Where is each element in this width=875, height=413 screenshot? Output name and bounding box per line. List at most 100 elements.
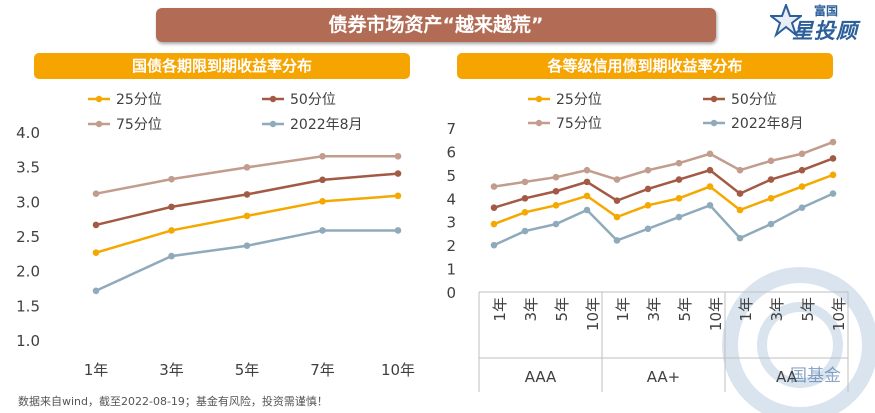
right-series-line bbox=[493, 140, 834, 188]
right-data-point bbox=[767, 157, 775, 165]
watermark bbox=[722, 267, 875, 413]
right-legend-marker bbox=[710, 95, 718, 103]
right-data-point bbox=[675, 213, 683, 221]
right-legend-label: 2022年8月 bbox=[731, 116, 804, 132]
right-xtick: 5年 bbox=[676, 297, 694, 322]
left-xtick: 7年 bbox=[310, 361, 335, 379]
right-xtick: 5年 bbox=[553, 297, 571, 322]
right-data-point bbox=[736, 234, 744, 242]
left-legend-label: 2022年8月 bbox=[290, 117, 363, 133]
right-data-point bbox=[829, 138, 837, 146]
right-data-point bbox=[798, 204, 806, 211]
left-xtick: 3年 bbox=[159, 361, 184, 379]
right-xtick: 1年 bbox=[614, 297, 632, 322]
right-data-point bbox=[736, 190, 744, 197]
left-series-line bbox=[95, 155, 398, 195]
right-data-point bbox=[583, 178, 591, 186]
left-data-point bbox=[394, 152, 402, 160]
right-xtick: 1年 bbox=[737, 297, 755, 322]
left-ytick: 3.0 bbox=[16, 193, 40, 211]
left-legend-marker bbox=[95, 95, 103, 103]
right-data-point bbox=[490, 183, 498, 190]
logo-small-text: 富国 bbox=[814, 4, 839, 18]
right-ytick: 2 bbox=[446, 237, 456, 255]
right-data-point bbox=[829, 155, 837, 162]
left-ytick: 1.5 bbox=[16, 297, 40, 315]
left-ytick: 4.0 bbox=[16, 124, 40, 142]
right-data-point bbox=[675, 159, 683, 167]
right-chart-title: 各等级信用债到期收益率分布 bbox=[457, 53, 833, 79]
right-ytick: 5 bbox=[446, 167, 456, 185]
right-data-point bbox=[613, 213, 621, 221]
right-xtick: 1年 bbox=[491, 297, 509, 322]
left-legend-label: 25分位 bbox=[116, 92, 162, 108]
left-data-point bbox=[168, 252, 175, 260]
right-data-point bbox=[613, 237, 621, 244]
right-data-point bbox=[706, 150, 714, 158]
left-data-point bbox=[319, 198, 326, 205]
right-ytick: 1 bbox=[446, 261, 456, 279]
right-chart: 7 6 5 4 3 2 1 0 1年 3年 5年 10年 AAA 1年 3年 5年 10年 AA+ 1年 3年 5年 10… bbox=[446, 92, 849, 392]
left-ytick: 2.5 bbox=[16, 228, 40, 246]
right-xtick: 5年 bbox=[799, 297, 817, 322]
right-data-point bbox=[583, 166, 591, 174]
left-data-point bbox=[394, 227, 402, 234]
right-data-point bbox=[798, 166, 806, 174]
left-ytick: 1.0 bbox=[16, 332, 40, 350]
left-ytick: 3.5 bbox=[16, 159, 40, 177]
right-data-point bbox=[521, 194, 529, 202]
right-data-point bbox=[644, 225, 652, 233]
left-legend-label: 50分位 bbox=[290, 92, 336, 108]
right-xtick: 3年 bbox=[522, 297, 540, 322]
left-chart: 4.0 3.5 3.0 2.5 2.0 1.5 1.0 1年 3年 5年 7年 10年 25分位 50分位… bbox=[16, 92, 415, 379]
right-data-point bbox=[829, 190, 837, 197]
left-legend-marker bbox=[95, 120, 103, 128]
right-data-point bbox=[644, 166, 652, 174]
left-data-point bbox=[394, 170, 402, 177]
right-group-label: AA bbox=[776, 368, 798, 386]
right-legend-marker bbox=[535, 119, 543, 127]
left-data-point bbox=[243, 212, 251, 220]
right-data-point bbox=[583, 192, 591, 200]
right-data-point bbox=[798, 183, 806, 190]
left-data-point bbox=[319, 227, 326, 234]
right-data-point bbox=[613, 176, 621, 183]
left-legend-label: 75分位 bbox=[116, 117, 162, 133]
right-data-point bbox=[706, 183, 714, 190]
right-data-point bbox=[583, 206, 591, 214]
right-data-point bbox=[829, 171, 837, 179]
right-legend-label: 50分位 bbox=[731, 92, 777, 108]
right-data-point bbox=[552, 173, 560, 181]
logo-big-text: 星投顾 bbox=[792, 19, 858, 43]
left-data-point bbox=[243, 242, 251, 250]
right-data-point bbox=[552, 220, 560, 228]
left-data-point bbox=[394, 192, 402, 200]
left-chart-title: 国债各期限到期收益率分布 bbox=[34, 53, 410, 79]
right-data-point bbox=[521, 227, 529, 235]
left-xtick: 5年 bbox=[235, 361, 260, 379]
right-data-point bbox=[767, 176, 775, 183]
left-xtick: 1年 bbox=[84, 361, 109, 379]
left-data-point bbox=[92, 287, 100, 295]
right-xtick: 3年 bbox=[768, 297, 786, 322]
left-data-point bbox=[243, 164, 251, 171]
right-legend-marker bbox=[710, 119, 718, 127]
right-data-point bbox=[675, 194, 683, 202]
right-data-point bbox=[736, 166, 744, 174]
right-data-point bbox=[644, 185, 652, 193]
left-xtick: 10年 bbox=[381, 361, 415, 379]
right-ytick: 0 bbox=[446, 284, 456, 302]
right-data-point bbox=[798, 150, 806, 158]
right-data-point bbox=[767, 220, 775, 228]
watermark-text: 国基金 bbox=[790, 366, 841, 386]
right-data-point bbox=[552, 202, 560, 209]
right-data-point bbox=[767, 194, 775, 202]
right-xtick: 10年 bbox=[584, 297, 602, 331]
left-legend-marker bbox=[269, 120, 277, 128]
right-series-line bbox=[493, 173, 834, 226]
left-data-point bbox=[92, 190, 100, 198]
right-data-point bbox=[736, 206, 744, 214]
right-data-point bbox=[613, 197, 621, 204]
right-series-line bbox=[493, 192, 834, 247]
